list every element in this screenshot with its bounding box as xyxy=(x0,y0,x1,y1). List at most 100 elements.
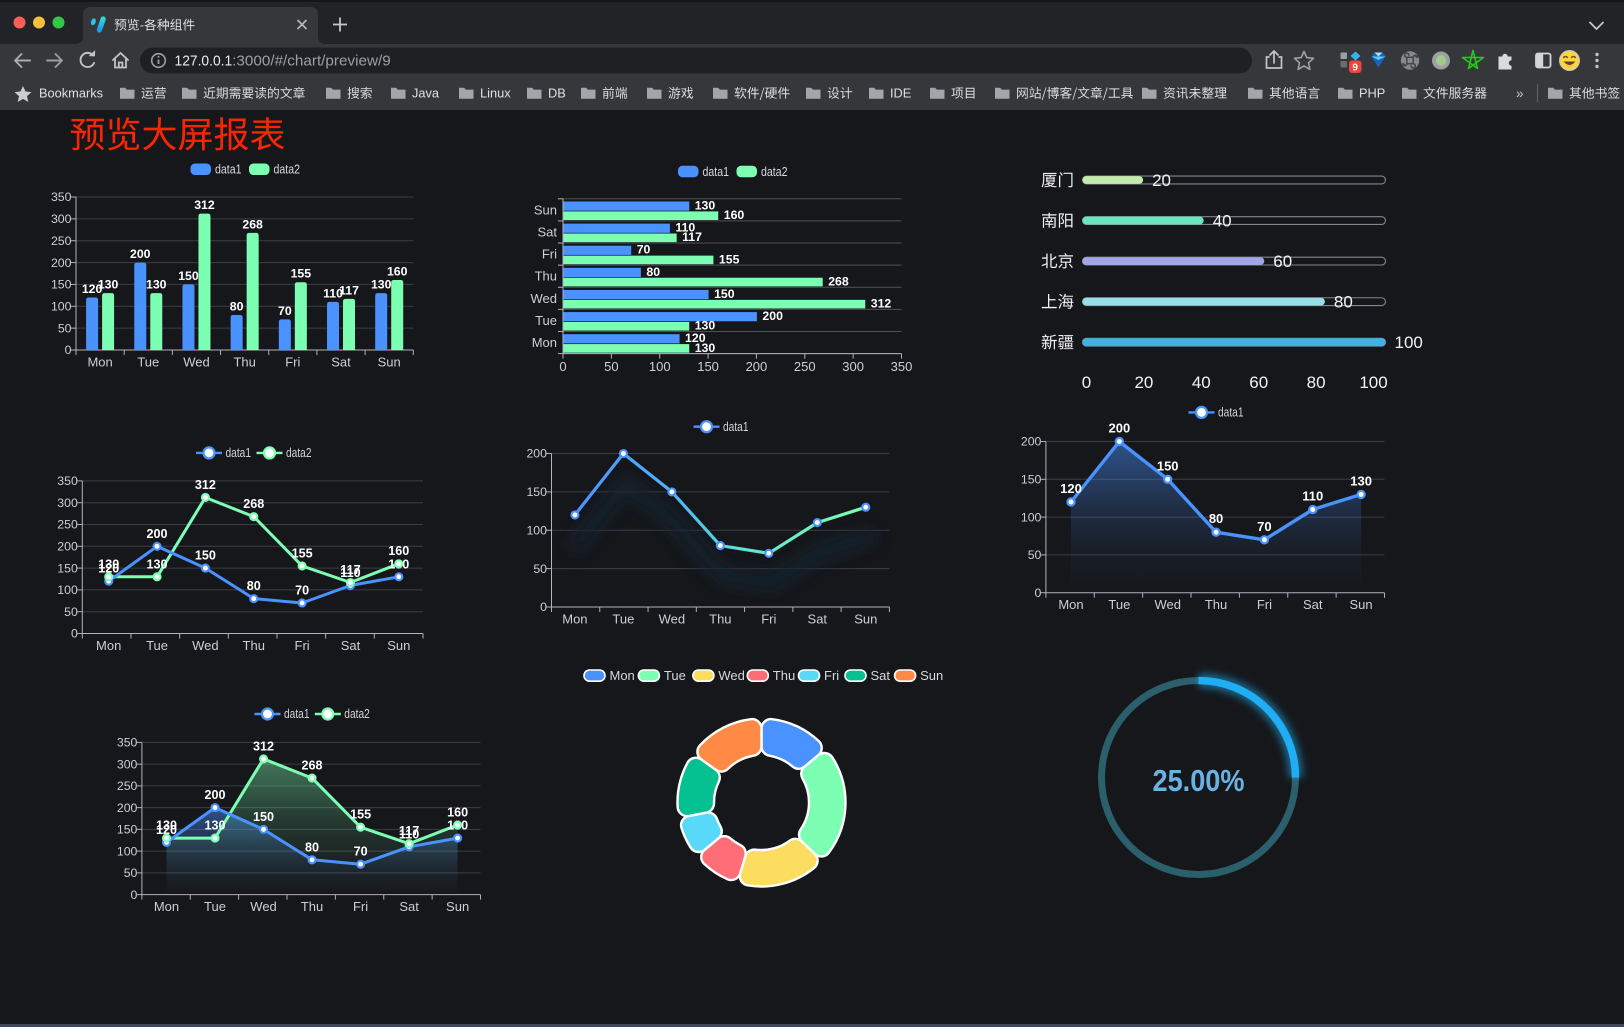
svg-text:Wed: Wed xyxy=(718,668,745,683)
svg-text:268: 268 xyxy=(243,497,264,511)
svg-text:100: 100 xyxy=(1395,333,1423,352)
svg-text:Sun: Sun xyxy=(387,638,410,653)
svg-text:9: 9 xyxy=(1352,63,1358,74)
svg-text:100: 100 xyxy=(1021,510,1042,524)
svg-text:155: 155 xyxy=(719,252,740,266)
svg-text:350: 350 xyxy=(117,736,138,750)
svg-text:Fri: Fri xyxy=(295,638,310,653)
svg-text:Sun: Sun xyxy=(446,899,469,914)
svg-text:70: 70 xyxy=(1257,519,1271,534)
svg-text:Sat: Sat xyxy=(1303,597,1323,612)
svg-text:312: 312 xyxy=(194,198,215,212)
svg-text:Fri: Fri xyxy=(542,247,557,262)
svg-text:160: 160 xyxy=(387,265,408,279)
svg-text:Mon: Mon xyxy=(154,899,179,914)
svg-text:150: 150 xyxy=(253,810,274,824)
svg-text:120: 120 xyxy=(1060,481,1082,496)
svg-text:25.00%: 25.00% xyxy=(1153,764,1245,798)
svg-text:100: 100 xyxy=(1359,373,1387,392)
svg-text:60: 60 xyxy=(1273,252,1292,271)
svg-text:Fri: Fri xyxy=(1257,597,1272,612)
svg-text:data1: data1 xyxy=(226,445,252,460)
svg-text:250: 250 xyxy=(794,359,816,374)
svg-text:Wed: Wed xyxy=(192,638,219,653)
svg-text:120: 120 xyxy=(685,331,706,345)
svg-text:Tue: Tue xyxy=(664,668,686,683)
svg-text:117: 117 xyxy=(682,230,702,244)
svg-text:120: 120 xyxy=(82,282,103,296)
svg-text:200: 200 xyxy=(130,247,151,261)
svg-text:40: 40 xyxy=(1192,373,1211,392)
svg-text:0: 0 xyxy=(71,627,78,641)
svg-text:80: 80 xyxy=(1307,373,1326,392)
svg-text:200: 200 xyxy=(746,359,768,374)
svg-text:Sun: Sun xyxy=(378,355,401,370)
svg-text:100: 100 xyxy=(57,583,78,597)
svg-text:Thu: Thu xyxy=(1205,597,1227,612)
svg-text:300: 300 xyxy=(842,359,864,374)
svg-text:Sat: Sat xyxy=(341,638,361,653)
svg-text:130: 130 xyxy=(695,341,716,355)
svg-text:50: 50 xyxy=(1028,548,1042,562)
svg-text:data1: data1 xyxy=(1218,405,1244,420)
svg-text:Sat: Sat xyxy=(871,668,891,683)
svg-text:155: 155 xyxy=(291,267,312,281)
svg-text:150: 150 xyxy=(195,549,216,563)
svg-text:0: 0 xyxy=(65,343,72,357)
svg-text:110: 110 xyxy=(399,827,419,841)
svg-text:130: 130 xyxy=(156,819,177,833)
svg-text:Sat: Sat xyxy=(808,612,828,627)
svg-text:data1: data1 xyxy=(215,162,242,177)
svg-text:150: 150 xyxy=(1021,473,1042,487)
svg-text:120: 120 xyxy=(98,562,119,576)
svg-text:250: 250 xyxy=(117,779,138,793)
svg-text:300: 300 xyxy=(117,757,138,771)
svg-text:Tue: Tue xyxy=(612,612,634,627)
svg-text:200: 200 xyxy=(526,447,547,461)
svg-text:117: 117 xyxy=(399,824,419,838)
svg-text:PHP: PHP xyxy=(1359,86,1385,101)
svg-text:Tue: Tue xyxy=(1108,597,1130,612)
svg-text:50: 50 xyxy=(604,359,618,374)
svg-text:Sat: Sat xyxy=(537,224,557,239)
svg-text:Tue: Tue xyxy=(204,899,226,914)
svg-text:110: 110 xyxy=(1302,489,1323,504)
svg-text:70: 70 xyxy=(278,304,292,318)
svg-text:Thu: Thu xyxy=(773,668,795,683)
svg-text:110: 110 xyxy=(340,566,360,580)
svg-text:data1: data1 xyxy=(703,164,730,179)
svg-text:Fri: Fri xyxy=(285,355,300,370)
svg-text:20: 20 xyxy=(1152,171,1171,190)
svg-text:Bookmarks: Bookmarks xyxy=(39,86,103,101)
svg-text:Sun: Sun xyxy=(854,612,877,627)
svg-text:Thu: Thu xyxy=(535,269,557,284)
svg-text:120: 120 xyxy=(156,823,177,837)
svg-text:Wed: Wed xyxy=(531,291,558,306)
svg-text:130: 130 xyxy=(1350,473,1372,488)
svg-text:150: 150 xyxy=(714,287,735,301)
svg-text:0: 0 xyxy=(1035,586,1042,600)
svg-text:Mon: Mon xyxy=(87,355,112,370)
svg-text:Tue: Tue xyxy=(146,638,168,653)
svg-text:data2: data2 xyxy=(274,162,301,177)
svg-text::3000/#/chart/preview/9: :3000/#/chart/preview/9 xyxy=(232,53,391,70)
svg-text:160: 160 xyxy=(388,544,409,558)
svg-text:40: 40 xyxy=(1213,211,1232,230)
svg-text:130: 130 xyxy=(98,278,119,292)
svg-text:130: 130 xyxy=(695,319,716,333)
svg-text:268: 268 xyxy=(242,217,263,231)
svg-text:110: 110 xyxy=(323,286,343,300)
svg-text:150: 150 xyxy=(526,485,547,499)
svg-text:130: 130 xyxy=(695,199,716,213)
svg-text:Mon: Mon xyxy=(1058,597,1083,612)
svg-text:Wed: Wed xyxy=(183,355,210,370)
svg-text:Wed: Wed xyxy=(250,899,277,914)
svg-text:Thu: Thu xyxy=(233,355,255,370)
svg-text:80: 80 xyxy=(305,840,319,854)
svg-text:350: 350 xyxy=(891,359,913,374)
svg-text:DB: DB xyxy=(548,86,566,101)
svg-text:0: 0 xyxy=(540,600,547,614)
svg-text:50: 50 xyxy=(64,605,78,619)
svg-text:100: 100 xyxy=(117,844,138,858)
svg-text:312: 312 xyxy=(253,739,274,753)
